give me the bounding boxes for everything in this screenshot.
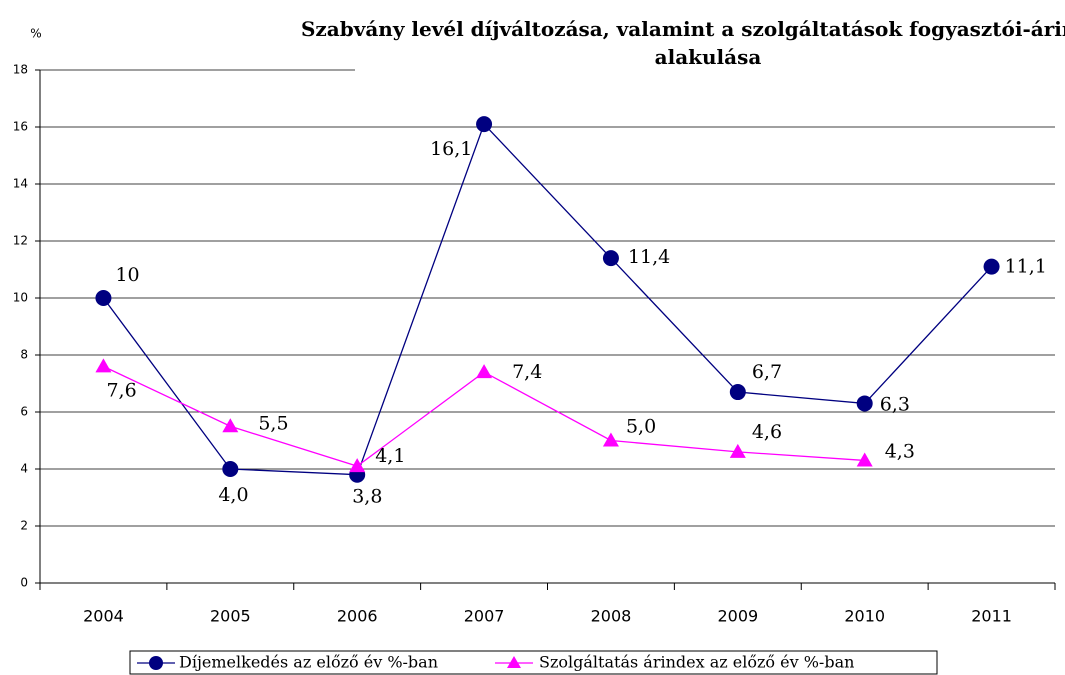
point xyxy=(349,458,366,473)
point xyxy=(95,358,112,373)
legend-label: Szolgáltatás árindex az előző év %-ban xyxy=(539,653,854,672)
y-tick-label: 10 xyxy=(13,291,28,305)
data-label: 10 xyxy=(115,264,139,286)
y-axis-label: % xyxy=(30,27,41,41)
point xyxy=(602,250,619,267)
data-label: 6,7 xyxy=(752,361,782,383)
plot-area: 0 2 4 6 8 10 12 14 16 18 2004 2005 2006 2007 2008 2009 2… xyxy=(13,63,1056,626)
data-label: 7,4 xyxy=(512,361,542,383)
data-label: 4,6 xyxy=(752,421,782,443)
data-label: 4,1 xyxy=(375,445,405,467)
legend-marker xyxy=(149,656,163,670)
data-label: 7,6 xyxy=(106,379,136,401)
data-label: 6,3 xyxy=(880,393,910,415)
point xyxy=(222,461,239,477)
data-label: 11,1 xyxy=(1005,256,1047,278)
x-tick-label: 2009 xyxy=(717,607,758,626)
data-label: 16,1 xyxy=(430,138,472,160)
data-label: 3,8 xyxy=(352,486,382,508)
x-tick-label: 2004 xyxy=(83,607,124,626)
x-tick-label: 2008 xyxy=(591,607,632,626)
title-background xyxy=(355,14,1060,80)
y-tick-label: 12 xyxy=(13,234,28,248)
x-tick-label: 2007 xyxy=(464,607,505,626)
legend-label: Díjemelkedés az előző év %-ban xyxy=(179,653,438,672)
y-tick-label: 16 xyxy=(13,120,28,134)
point xyxy=(983,258,1000,275)
y-tick-label: 2 xyxy=(20,519,28,533)
point xyxy=(729,443,746,458)
point xyxy=(476,116,493,133)
data-label: 4,0 xyxy=(218,484,248,506)
x-tick-label: 2006 xyxy=(337,607,378,626)
data-label: 4,3 xyxy=(885,440,915,462)
data-label: 5,0 xyxy=(626,416,656,438)
y-tick-label: 18 xyxy=(13,63,28,77)
point xyxy=(729,384,746,401)
data-label: 5,5 xyxy=(258,412,288,434)
series-line xyxy=(102,122,993,476)
y-tick-label: 4 xyxy=(20,462,28,476)
chart-title: Szabvány levél díjváltozása, valamint a … xyxy=(301,17,1065,69)
point xyxy=(602,432,619,447)
y-tick-label: 0 xyxy=(20,576,28,590)
legend-marker xyxy=(507,656,521,668)
point xyxy=(856,452,873,467)
y-tick-label: 14 xyxy=(13,177,28,191)
y-tick-label: 8 xyxy=(20,348,28,362)
x-tick-label: 2010 xyxy=(844,607,885,626)
point xyxy=(856,395,873,412)
x-tick-label: 2011 xyxy=(971,607,1012,626)
point xyxy=(476,364,493,379)
legend xyxy=(129,650,938,675)
point xyxy=(222,418,239,433)
y-tick-label: 6 xyxy=(20,405,28,419)
data-label: 11,4 xyxy=(628,246,670,268)
x-tick-label: 2005 xyxy=(210,607,251,626)
point xyxy=(95,290,112,306)
